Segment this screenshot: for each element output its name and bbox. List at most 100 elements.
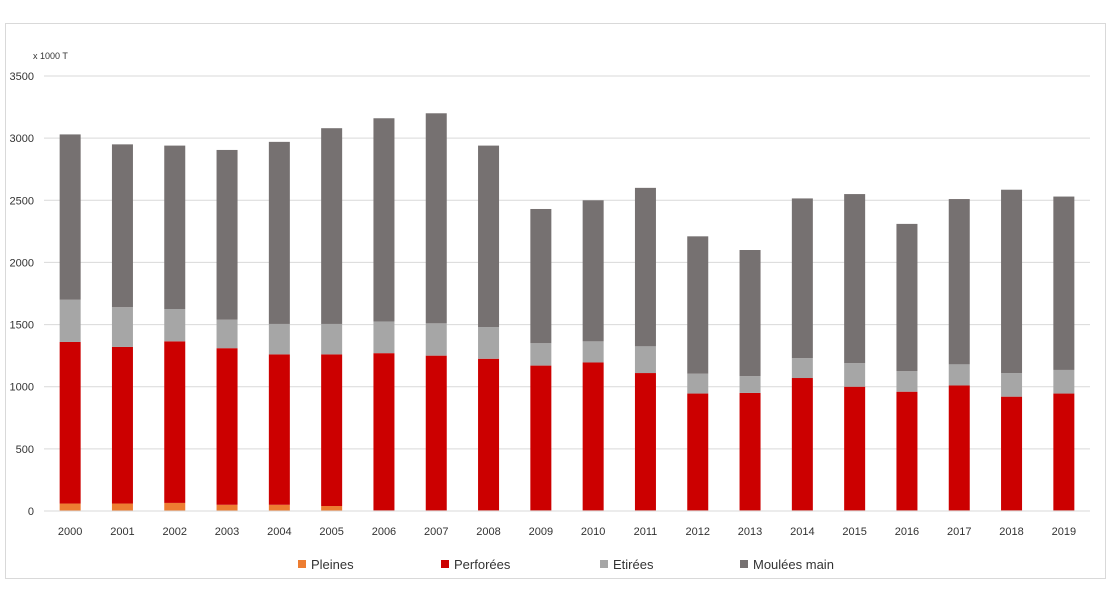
- bar-etir-es-2014: [791, 358, 813, 379]
- bar-perfor-es-2015: [844, 386, 866, 511]
- bar-moul-es-main-2000: [59, 134, 81, 300]
- y-tick-label: 500: [16, 444, 34, 456]
- bar-moul-es-main-2013: [739, 250, 761, 377]
- legend-swatch: [298, 560, 306, 568]
- bar-etir-es-2017: [948, 364, 970, 386]
- bar-etir-es-2010: [582, 341, 604, 363]
- bar-perfor-es-2011: [634, 373, 656, 511]
- bar-pleines-2001: [111, 503, 133, 511]
- bar-moul-es-main-2008: [478, 145, 500, 328]
- legend-label: Moulées main: [753, 557, 834, 572]
- bar-etir-es-2003: [216, 319, 238, 349]
- x-tick-label: 2012: [686, 526, 710, 538]
- bar-moul-es-main-2019: [1053, 196, 1075, 370]
- bar-perfor-es-2012: [687, 393, 709, 511]
- bar-perfor-es-2000: [59, 341, 81, 504]
- x-tick-label: 2018: [999, 526, 1023, 538]
- x-tick-label: 2007: [424, 526, 448, 538]
- bar-etir-es-2018: [1001, 373, 1023, 397]
- bar-etir-es-2007: [425, 323, 447, 356]
- bar-perfor-es-2018: [1001, 396, 1023, 511]
- bar-moul-es-main-2001: [111, 144, 133, 308]
- y-tick-label: 0: [28, 506, 34, 518]
- bar-etir-es-2008: [478, 327, 500, 359]
- gridlines: [44, 75, 1090, 450]
- y-tick-label: 3000: [10, 133, 34, 145]
- bar-perfor-es-2006: [373, 353, 395, 511]
- x-tick-label: 2010: [581, 526, 605, 538]
- bar-etir-es-2012: [687, 373, 709, 394]
- bar-moul-es-main-2003: [216, 149, 238, 320]
- bar-etir-es-2004: [268, 323, 290, 355]
- bar-etir-es-2005: [321, 323, 343, 355]
- bar-perfor-es-2016: [896, 391, 918, 511]
- bar-perfor-es-2002: [164, 341, 186, 503]
- bar-etir-es-2002: [164, 309, 186, 342]
- bar-perfor-es-2019: [1053, 393, 1075, 511]
- legend-swatch: [740, 560, 748, 568]
- y-tick-label: 2500: [10, 195, 34, 207]
- legend-swatch: [600, 560, 608, 568]
- y-axis-ticks: 0 500 1000 1500 2000 2500 3000 3500: [10, 71, 34, 518]
- legend-label: Etirées: [613, 557, 654, 572]
- bar-moul-es-main-2004: [268, 141, 290, 324]
- x-tick-label: 2003: [215, 526, 239, 538]
- bar-pleines-2002: [164, 502, 186, 511]
- bar-pleines-2004: [268, 504, 290, 511]
- bar-etir-es-2006: [373, 321, 395, 354]
- x-tick-label: 2008: [476, 526, 500, 538]
- x-tick-label: 2013: [738, 526, 762, 538]
- x-tick-label: 2005: [319, 526, 343, 538]
- chart-frame: [5, 23, 1106, 579]
- y-tick-label: 1500: [10, 320, 34, 332]
- bar-moul-es-main-2015: [844, 194, 866, 364]
- bar-moul-es-main-2017: [948, 199, 970, 365]
- bar-pleines-2003: [216, 504, 238, 511]
- bar-perfor-es-2008: [478, 358, 500, 511]
- bar-moul-es-main-2010: [582, 200, 604, 342]
- x-tick-label: 2002: [163, 526, 187, 538]
- bar-etir-es-2016: [896, 371, 918, 392]
- bar-etir-es-2019: [1053, 369, 1075, 394]
- legend: Pleines Perforées Etirées Moulées main: [298, 557, 834, 572]
- bar-perfor-es-2003: [216, 348, 238, 505]
- bar-perfor-es-2001: [111, 346, 133, 504]
- x-tick-label: 2014: [790, 526, 814, 538]
- x-axis-ticks: 2000 2001 2002 2003 2004 2005 2006 2007 2008 2009…: [58, 526, 1076, 538]
- legend-swatch: [441, 560, 449, 568]
- bar-moul-es-main-2016: [896, 223, 918, 372]
- bar-perfor-es-2007: [425, 355, 447, 511]
- bar-perfor-es-2010: [582, 362, 604, 511]
- bar-etir-es-2015: [844, 363, 866, 387]
- bar-moul-es-main-2009: [530, 208, 552, 344]
- bar-etir-es-2011: [634, 346, 656, 374]
- bar-perfor-es-2014: [791, 378, 813, 511]
- bar-moul-es-main-2012: [687, 236, 709, 374]
- legend-label: Pleines: [311, 557, 354, 572]
- x-tick-label: 2000: [58, 526, 82, 538]
- bar-moul-es-main-2011: [634, 187, 656, 347]
- bar-moul-es-main-2018: [1001, 189, 1023, 374]
- bar-moul-es-main-2007: [425, 113, 447, 324]
- bar-etir-es-2000: [59, 299, 81, 342]
- bar-etir-es-2013: [739, 376, 761, 393]
- bar-pleines-2000: [59, 503, 81, 511]
- x-tick-label: 2017: [947, 526, 971, 538]
- bar-perfor-es-2005: [321, 354, 343, 507]
- bar-moul-es-main-2006: [373, 118, 395, 322]
- x-tick-label: 2011: [634, 526, 658, 538]
- bar-moul-es-main-2014: [791, 198, 813, 359]
- y-tick-label: 1000: [10, 382, 34, 394]
- bar-moul-es-main-2005: [321, 128, 343, 324]
- bar-perfor-es-2017: [948, 385, 970, 511]
- y-tick-label: 3500: [10, 71, 34, 83]
- x-tick-label: 2019: [1052, 526, 1076, 538]
- bars: [59, 113, 1075, 511]
- bar-moul-es-main-2002: [164, 145, 186, 310]
- x-tick-label: 2009: [529, 526, 553, 538]
- x-tick-label: 2016: [895, 526, 919, 538]
- bar-perfor-es-2004: [268, 354, 290, 505]
- legend-label: Perforées: [454, 557, 511, 572]
- bar-etir-es-2009: [530, 343, 552, 366]
